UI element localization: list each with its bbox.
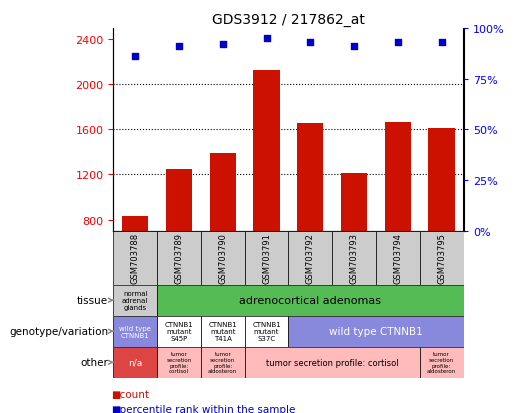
Title: GDS3912 / 217862_at: GDS3912 / 217862_at	[212, 12, 365, 26]
Text: normal
adrenal
glands: normal adrenal glands	[122, 290, 148, 311]
Bar	[122, 217, 148, 310]
Text: GSM703789: GSM703789	[175, 233, 183, 284]
Bar	[201, 347, 245, 378]
Bar	[113, 316, 157, 347]
Bar	[385, 122, 411, 310]
Bar	[201, 316, 245, 347]
Text: adrenocortical adenomas: adrenocortical adenomas	[239, 295, 381, 306]
Text: percentile rank within the sample: percentile rank within the sample	[113, 404, 296, 413]
Bar	[288, 316, 464, 347]
Text: GSM703793: GSM703793	[350, 233, 358, 284]
Point	[350, 44, 358, 50]
Bar	[166, 169, 192, 310]
Bar	[253, 71, 280, 310]
Text: GSM703792: GSM703792	[306, 233, 315, 283]
Bar	[245, 347, 420, 378]
Text: wild type CTNNB1: wild type CTNNB1	[329, 326, 423, 337]
Bar	[157, 316, 201, 347]
Bar	[420, 231, 464, 285]
Bar	[341, 173, 367, 310]
Text: genotype/variation: genotype/variation	[9, 326, 108, 337]
Text: tumor
secretion
profile:
cortisol: tumor secretion profile: cortisol	[166, 351, 192, 374]
Text: GSM703794: GSM703794	[393, 233, 402, 283]
Text: n/a: n/a	[128, 358, 142, 367]
Point	[437, 40, 445, 46]
Text: GSM703790: GSM703790	[218, 233, 227, 283]
Bar	[157, 347, 201, 378]
Text: count: count	[113, 389, 149, 399]
Bar	[157, 231, 201, 285]
Text: CTNNB1
mutant
S45P: CTNNB1 mutant S45P	[165, 321, 193, 342]
Point	[218, 42, 227, 48]
Text: tumor
secretion
profile:
aldosteron: tumor secretion profile: aldosteron	[208, 351, 237, 374]
Text: other: other	[80, 357, 108, 368]
Text: CTNNB1
mutant
T41A: CTNNB1 mutant T41A	[209, 321, 237, 342]
Bar	[420, 347, 464, 378]
Bar	[201, 231, 245, 285]
Bar	[157, 285, 464, 316]
Point	[262, 36, 270, 42]
Bar	[245, 231, 288, 285]
Text: ■: ■	[111, 389, 120, 399]
Bar	[245, 316, 288, 347]
Point	[393, 40, 402, 46]
Bar	[113, 347, 157, 378]
Text: GSM703788: GSM703788	[131, 233, 140, 284]
Point	[131, 54, 139, 61]
Point	[175, 44, 183, 50]
Bar	[288, 231, 332, 285]
Text: tumor
secretion
profile:
aldosteron: tumor secretion profile: aldosteron	[427, 351, 456, 374]
Text: tissue: tissue	[77, 295, 108, 306]
Bar	[297, 123, 323, 310]
Point	[306, 40, 314, 46]
Bar	[210, 154, 236, 310]
Bar	[113, 285, 157, 316]
Text: GSM703795: GSM703795	[437, 233, 446, 283]
Bar	[113, 231, 157, 285]
Text: wild type
CTNNB1: wild type CTNNB1	[119, 325, 151, 338]
Bar	[376, 231, 420, 285]
Text: GSM703791: GSM703791	[262, 233, 271, 283]
Text: ■: ■	[111, 404, 120, 413]
Bar	[332, 231, 376, 285]
Text: CTNNB1
mutant
S37C: CTNNB1 mutant S37C	[252, 321, 281, 342]
Text: tumor secretion profile: cortisol: tumor secretion profile: cortisol	[266, 358, 399, 367]
Bar	[428, 128, 455, 310]
